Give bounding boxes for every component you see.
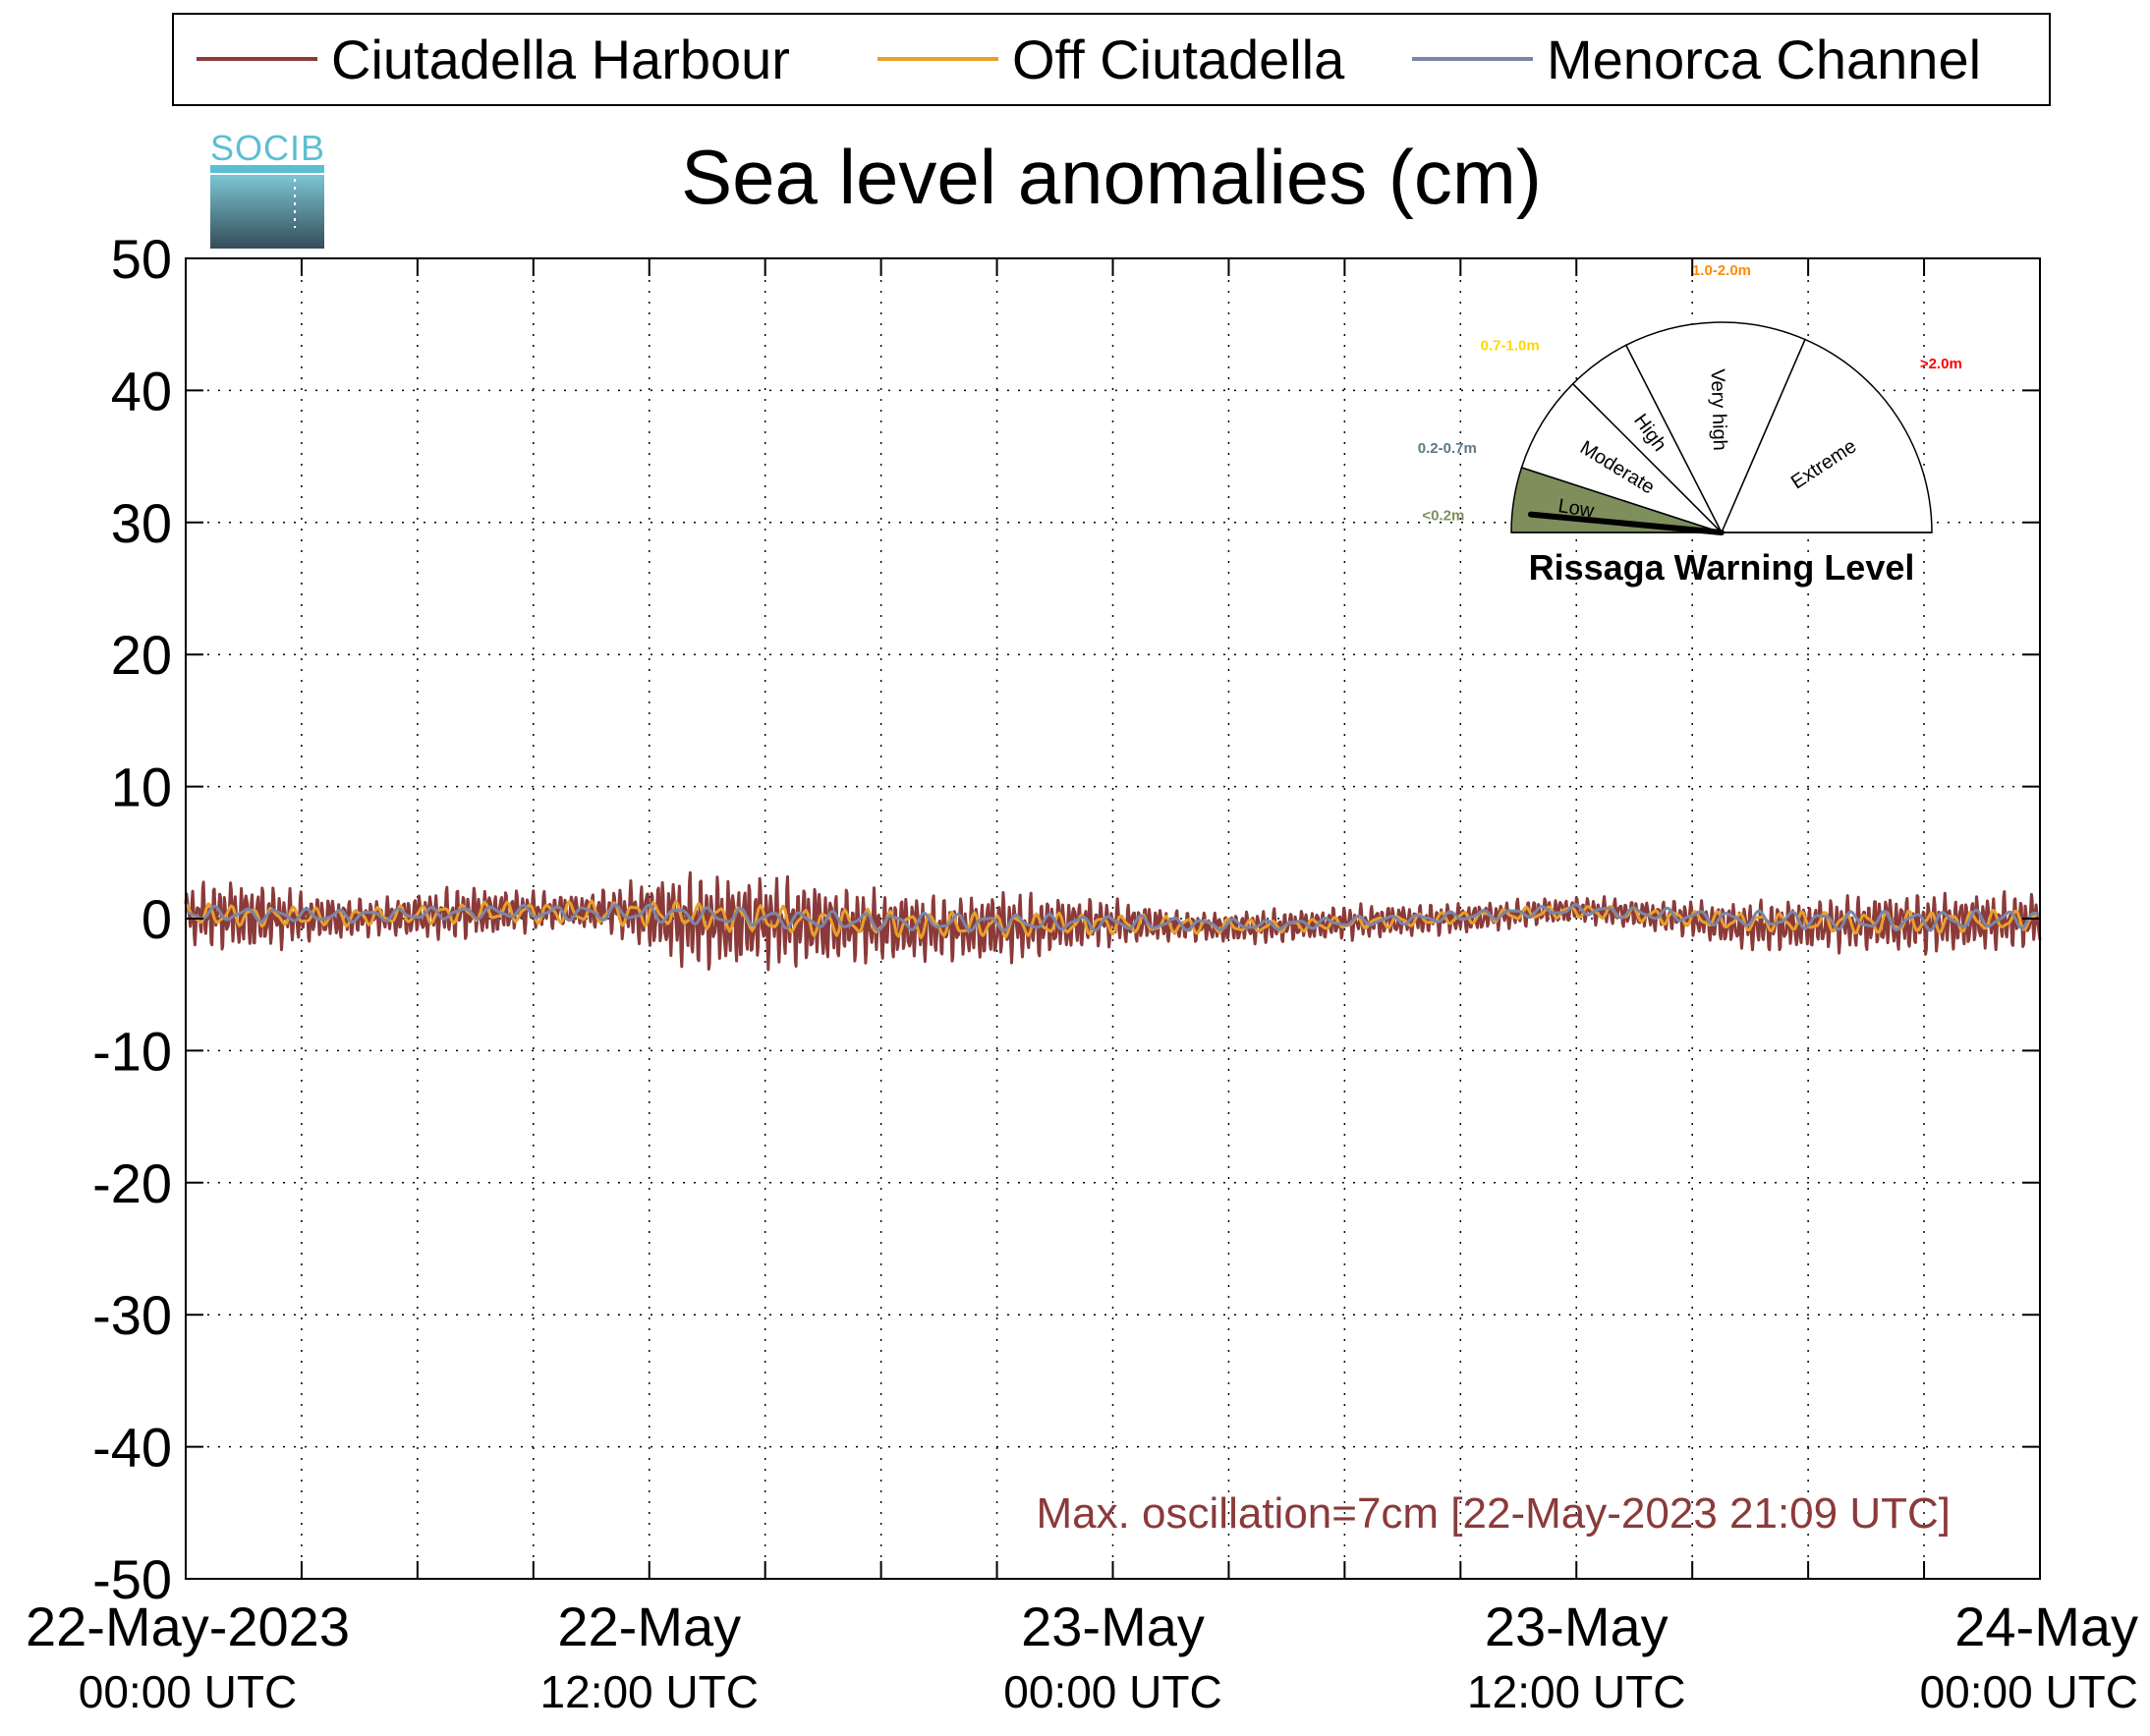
gauge-range-label: <0.2m [1422, 508, 1464, 525]
legend-label-ciutadella-harbour: Ciutadella Harbour [331, 28, 790, 90]
x-tick-label-date: 23-May [1485, 1596, 1669, 1657]
x-tick-label-time: 12:00 UTC [540, 1666, 759, 1717]
x-tick-label-time: 00:00 UTC [1003, 1666, 1221, 1717]
x-tick-label-date: 22-May [557, 1596, 741, 1657]
y-tick-label: -20 [92, 1152, 172, 1214]
series-line-ciutadella-harbour [184, 870, 2042, 972]
series-lines [184, 870, 2042, 972]
y-tick-label: -40 [92, 1417, 172, 1479]
gauge-range-label: 0.7-1.0m [1481, 338, 1540, 355]
y-tick-label: -10 [92, 1020, 172, 1082]
gauge-range-label: >2.0m [1920, 356, 1962, 372]
series-line-menorca-channel [184, 903, 2041, 933]
axis-ticks [185, 257, 2041, 1580]
y-tick-label: 0 [141, 888, 172, 950]
x-tick-label-time: 00:00 UTC [79, 1666, 297, 1717]
series-line-off-ciutadella [185, 899, 2041, 939]
x-tick-label-date: 23-May [1021, 1596, 1205, 1657]
chart-title: Sea level anomalies (cm) [681, 134, 1542, 220]
x-tick-label-time: 12:00 UTC [1467, 1666, 1685, 1717]
gauge-sector-extreme [1720, 338, 1933, 533]
logo-text: SOCIB [210, 128, 325, 168]
max-oscillation-annotation: Max. oscillation=7cm [22-May-2023 21:09 … [1036, 1489, 1951, 1538]
y-tick-label: 30 [111, 492, 172, 554]
x-tick-label-date: 22-May-2023 [26, 1596, 350, 1657]
legend-box [172, 13, 2051, 106]
y-tick-labels: 50 40 30 20 10 0 -10 -20 -30 -40 -50 [92, 228, 172, 1610]
gauge-range-label: 1.0-2.0m [1692, 262, 1751, 279]
gauge-range-label: 0.2-0.7m [1418, 440, 1477, 457]
gauge-sector-moderate [1520, 382, 1723, 533]
gauge-sector-label: Very high [1707, 368, 1731, 451]
gauge-needle [1527, 511, 1725, 535]
x-tick-label-time: 00:00 UTC [1920, 1666, 2138, 1717]
x-tick-labels: 22-May-2023 00:00 UTC 22-May 12:00 UTC 23-Ma… [26, 1596, 2138, 1717]
x-tick-label-date: 24-May [1954, 1596, 2138, 1657]
legend-label-menorca-channel: Menorca Channel [1547, 28, 1981, 90]
legend: Ciutadella Harbour Off Ciutadella Menorc… [172, 13, 2051, 106]
y-tick-label: -30 [92, 1284, 172, 1346]
legend-label-off-ciutadella: Off Ciutadella [1012, 28, 1345, 90]
y-tick-label: 40 [111, 360, 172, 421]
gauge-title: Rissaga Warning Level [1529, 547, 1915, 588]
y-tick-label: -50 [92, 1548, 172, 1610]
y-tick-label: 20 [111, 624, 172, 686]
y-tick-label: 10 [111, 756, 172, 818]
gauge-sector-very-high [1624, 321, 1806, 534]
y-tick-label: 50 [111, 228, 172, 290]
socib-logo: SOCIB [210, 128, 325, 249]
